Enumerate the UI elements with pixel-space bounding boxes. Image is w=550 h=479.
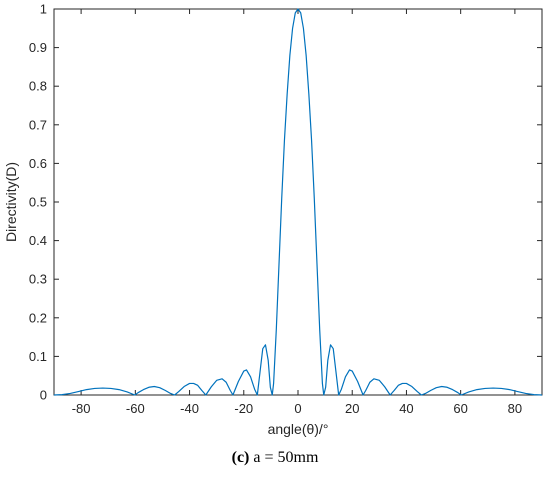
y-tick-label: 0.5 [29,195,47,210]
caption-text: a = 50mm [249,449,319,466]
y-axis-label: Directivity(D) [3,162,19,242]
caption-label: (c) [231,449,250,466]
y-tick-label: 0.7 [29,117,47,132]
chart: -80 -60 -40 -20 0 20 40 60 80 0 0.1 0.2 0.3 0.4 0.5 0.6… [3,2,543,437]
y-tick-label: 0.4 [29,233,47,248]
series-layer [53,8,543,396]
y-tick-label: 0.6 [29,156,47,171]
y-tick-label: 0.1 [29,349,47,364]
series-line [53,8,543,396]
x-tick-label: -20 [234,401,253,416]
x-tick-label: 0 [294,401,301,416]
figure-caption: (c) a = 50mm [0,449,550,467]
x-tick-label: -60 [126,401,145,416]
x-tick-label: 20 [345,401,359,416]
x-axis-label: angle(θ)/° [268,421,329,437]
y-tick-label: 1 [40,2,47,17]
y-tick-label: 0.2 [29,310,47,325]
x-tick-label: 60 [453,401,467,416]
x-tick-label: -40 [180,401,199,416]
x-tick-label: 80 [508,401,522,416]
x-tick-label: 40 [399,401,413,416]
plot-area [53,8,543,396]
tick-labels: -80 -60 -40 -20 0 20 40 60 80 0 0.1 0.2 0.3 0.4 0.5 0.6… [29,2,522,417]
y-tick-label: 0 [40,388,47,403]
x-tick-label: -80 [72,401,91,416]
axis-ticks [54,8,542,396]
y-tick-label: 0.8 [29,79,47,94]
y-tick-label: 0.9 [29,40,47,55]
y-tick-label: 0.3 [29,272,47,287]
